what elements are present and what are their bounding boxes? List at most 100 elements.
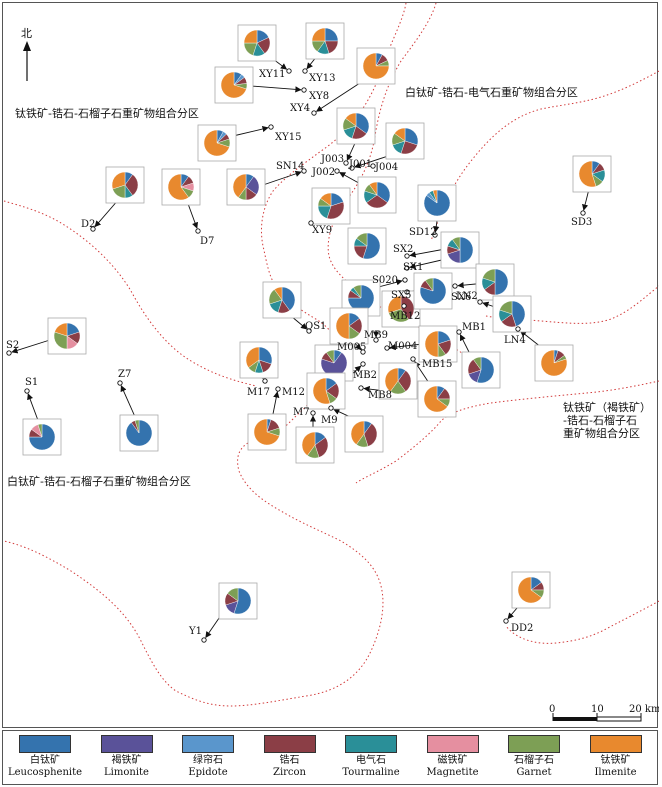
station-label: S2 <box>6 340 19 351</box>
station-sn14: SN14 <box>276 161 307 174</box>
scale-label-10: 10 <box>591 704 604 715</box>
pie-slice-zircon <box>400 295 415 320</box>
pie-xy9 <box>311 187 351 225</box>
station-marker <box>24 388 30 394</box>
pie-slice-leucosphenite <box>362 232 381 260</box>
pie-mb9 <box>418 325 458 363</box>
pie-slice-garnet <box>356 232 368 247</box>
station-sx1: SX1 <box>403 262 423 273</box>
scale-label-20: 20 km <box>629 704 659 715</box>
pie-slice-ilmenite <box>311 27 326 42</box>
station-label: XY4 <box>290 103 310 114</box>
station-marker <box>334 168 340 174</box>
station-label: SD12 <box>409 227 437 238</box>
station-j002: J002 <box>311 167 340 178</box>
pie-slice-zircon <box>366 194 388 209</box>
station-marker <box>580 210 586 216</box>
station-marker <box>349 165 355 171</box>
legend-item-tourmaline: 电气石 Tourmaline <box>331 735 411 778</box>
arrow-sx1 <box>409 258 447 270</box>
station-marker <box>402 277 408 283</box>
pie-xy11 <box>237 24 277 62</box>
legend-label-en: Limonite <box>104 767 149 778</box>
station-y1: Y1 <box>188 626 207 643</box>
station-marker <box>302 68 308 74</box>
pie-ln2 <box>492 295 532 333</box>
pie-slice-garnet <box>425 277 434 292</box>
pie-m12 <box>247 413 287 451</box>
arrow-sd12 <box>433 220 440 233</box>
station-label: Y1 <box>188 626 202 637</box>
pie-slice-ilmenite <box>335 312 350 340</box>
pie-slice-zircon <box>124 174 139 196</box>
pie-slice-ilmenite <box>301 431 316 456</box>
station-marker <box>275 386 281 392</box>
legend-label-en: Tourmaline <box>342 767 400 778</box>
arrow-xy15 <box>232 125 269 137</box>
station-z7: Z7 <box>117 369 131 386</box>
station-marker <box>301 87 307 93</box>
station-d2: D2 <box>81 219 96 232</box>
zone-label-ilmenite-limonite-1: 钛铁矿（褐铁矿） <box>563 400 651 414</box>
station-marker <box>117 380 123 386</box>
station-marker <box>310 410 316 416</box>
pie-slice-garnet <box>353 284 362 299</box>
pie-sd12 <box>417 184 457 222</box>
boundary-line <box>485 285 659 324</box>
station-label: SX6 <box>451 292 471 303</box>
pie-m7 <box>295 426 335 464</box>
station-d7: D7 <box>195 228 214 247</box>
pie-slice-ilmenite <box>387 295 402 314</box>
legend-label-cn: 电气石 <box>356 755 386 766</box>
station-sx5: SX5 <box>391 289 411 301</box>
pie-slice-ilmenite <box>345 112 357 127</box>
pie-d2 <box>105 166 145 204</box>
station-label: M004 <box>388 341 417 352</box>
station-label: XY11 <box>259 69 285 80</box>
station-label: DD2 <box>511 623 533 634</box>
pie-slice-leucosphenite <box>355 112 370 134</box>
station-xy4: XY4 <box>290 103 317 116</box>
legend-item-leucosphenite: 白钛矿 Leucosphenite <box>5 735 85 778</box>
pie-y1 <box>218 582 258 620</box>
pie-sx1 <box>440 231 480 269</box>
station-s2: S2 <box>6 340 19 356</box>
pie-slice-ilmenite <box>362 52 390 80</box>
scale-bar: 0 10 20 km <box>549 704 659 722</box>
station-marker <box>360 349 366 355</box>
pie-slice-garnet <box>326 349 335 364</box>
station-sd12: SD12 <box>409 227 438 238</box>
station-xy11: XY11 <box>259 68 292 80</box>
station-m17: M17 <box>247 378 270 398</box>
pie-mb2 <box>306 372 346 410</box>
station-sd3: SD3 <box>571 210 592 228</box>
station-marker <box>503 618 509 624</box>
pie-slice-ilmenite <box>540 349 568 377</box>
station-marker <box>432 232 438 238</box>
station-m7: M7 <box>293 407 316 418</box>
station-label: MB2 <box>353 370 377 381</box>
pie-slice-ilmenite <box>578 160 597 188</box>
arrow-xy4 <box>315 80 364 112</box>
station-mb9: MB9 <box>364 330 388 343</box>
pie-slice-leucosphenite <box>476 356 495 384</box>
pie-slice-ilmenite <box>111 171 126 190</box>
zone-label-ilmenite-limonite-3: 重矿物组合分区 <box>563 426 640 440</box>
pie-d7 <box>161 168 201 206</box>
station-label: J002 <box>311 167 335 178</box>
station-sx6: SX6 <box>451 283 471 303</box>
station-j003: J003 <box>320 154 349 166</box>
pie-j002 <box>357 176 397 214</box>
station-marker <box>370 163 376 169</box>
pie-slice-leucosphenite <box>404 127 419 146</box>
pie-xy15 <box>197 124 237 162</box>
pie-slice-garnet <box>473 356 482 371</box>
legend-label-cn: 石榴子石 <box>514 755 554 766</box>
pie-j001 <box>385 122 425 160</box>
station-marker <box>201 637 207 643</box>
pie-slice-ilmenite <box>203 129 230 157</box>
station-mb15: MB15 <box>410 356 452 370</box>
station-label: MB15 <box>422 359 452 370</box>
station-marker <box>262 378 268 384</box>
station-marker <box>6 350 12 356</box>
